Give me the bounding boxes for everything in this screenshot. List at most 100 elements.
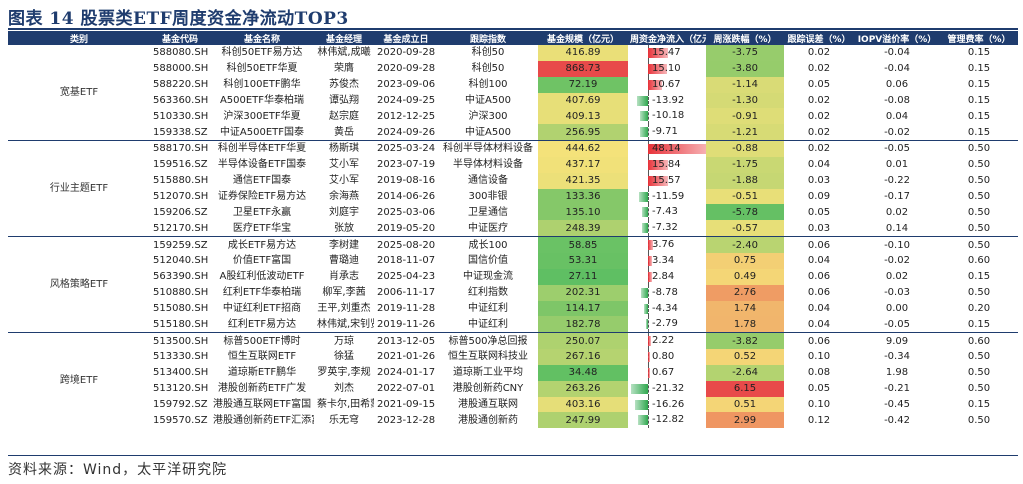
flow-bar [634, 399, 648, 410]
tracking-error-cell: 0.04 [807, 318, 831, 330]
weekly-change-cell: 0.75 [706, 252, 784, 269]
flow-value: 10.67 [652, 78, 681, 90]
weekly-change-cell: -3.75 [706, 45, 784, 61]
flow-bar [648, 48, 668, 58]
weekly-change-cell: -1.75 [706, 156, 784, 173]
fund-manager-cell: 杨斯琪 [314, 140, 374, 157]
fund-manager-cell: 艾小军 [329, 175, 359, 187]
management-fee-cell: 0.50 [967, 414, 991, 426]
table-row: 512070.SH 证券保险ETF易方达 余海燕 2014-06-26 300非银 133… [8, 188, 1018, 205]
fund-manager-cell: 肖承志 [329, 271, 359, 283]
weekly-change-cell: -0.91 [706, 108, 784, 125]
weekly-change-cell: -1.14 [706, 76, 784, 93]
category-cell: 行业主题ETF [8, 140, 150, 237]
flow-axis [648, 124, 649, 141]
fund-manager-cell: 罗英宇,李规 [317, 367, 371, 379]
tracking-index-cell: 沪深300 [468, 110, 508, 122]
net-inflow-cell: -7.32 [628, 220, 706, 237]
net-inflow-cell: -8.78 [628, 284, 706, 301]
tracking-error-cell: 0.12 [807, 414, 831, 426]
net-inflow-cell: 48.14 [628, 140, 706, 157]
management-fee-cell: 0.50 [967, 367, 991, 379]
tracking-error-cell: 0.02 [807, 94, 831, 106]
flow-value: -4.34 [652, 302, 678, 314]
inception-date-cell: 2020-09-28 [377, 47, 436, 59]
fund-name-cell: 中证红利ETF招商 [222, 302, 302, 314]
tracking-index-cell: 卫星通信 [468, 206, 508, 218]
fund-manager-cell: 艾小军 [329, 159, 359, 171]
fund-code-cell: 515180.SH [153, 318, 209, 330]
fund-name-cell: 沪深300ETF华夏 [223, 110, 301, 122]
flow-bar [648, 367, 650, 378]
iopv-premium-cell: -0.17 [884, 191, 910, 203]
net-inflow-cell: 2.84 [628, 268, 706, 285]
flow-value: 3.76 [652, 239, 675, 251]
fund-scale-cell: 263.26 [538, 380, 628, 397]
table-row: 159516.SZ 半导体设备ETF国泰 艾小军 2023-07-19 半导体材料设备 4… [8, 156, 1018, 173]
iopv-premium-cell: 0.06 [885, 79, 909, 91]
management-fee-cell: 0.15 [967, 126, 991, 138]
tracking-index-cell: 国信价值 [468, 255, 508, 267]
column-header: 跟踪指数 [438, 31, 538, 45]
fund-name-cell: 红利ETF华泰柏瑞 [222, 287, 302, 299]
column-header: 基金成立日 [374, 31, 438, 45]
management-fee-cell: 0.60 [940, 332, 1018, 350]
fund-code-cell: 159259.SZ [150, 236, 210, 253]
weekly-change-cell: 6.15 [706, 380, 784, 397]
fund-scale-cell: 72.19 [538, 76, 628, 93]
net-inflow-cell: -13.92 [628, 92, 706, 109]
footer-divider [8, 455, 1018, 456]
column-header: 周资金净流入（亿元） [628, 31, 706, 45]
inception-date-cell: 2019-11-26 [377, 318, 436, 330]
tracking-error-cell: 0.03 [807, 222, 831, 234]
page-title: 图表 14 股票类ETF周度资金净流动TOP3 [8, 9, 349, 29]
flow-value: -8.78 [652, 286, 678, 298]
fund-manager-cell: 谭弘翔 [329, 94, 359, 106]
management-fee-cell: 0.50 [967, 287, 991, 299]
fund-manager-cell: 徐猛 [334, 351, 354, 363]
column-header: 类别 [8, 31, 150, 45]
inception-date-cell: 2025-04-23 [377, 271, 436, 283]
flow-bar [645, 319, 648, 330]
fund-manager-cell: 万琼 [314, 332, 374, 350]
fund-name-cell: 科创100ETF鹏华 [223, 79, 301, 91]
tracking-error-cell: 0.06 [807, 287, 831, 299]
flow-bar [644, 303, 648, 314]
flow-value: -13.92 [652, 94, 685, 106]
fund-manager-cell: 蔡卡尔,田希蒙 [317, 398, 374, 410]
net-inflow-cell: 15.57 [628, 172, 706, 189]
management-fee-cell: 0.50 [967, 383, 991, 395]
flow-value: -12.82 [652, 414, 685, 426]
tracking-index-cell: 中证A500 [465, 94, 511, 106]
inception-date-cell: 2024-09-25 [377, 94, 436, 106]
management-fee-cell: 0.50 [940, 236, 1018, 253]
flow-value: 2.84 [652, 270, 675, 282]
management-fee-cell: 0.50 [967, 175, 991, 187]
net-inflow-cell: -2.79 [628, 316, 706, 333]
tracking-index-cell: 中证医疗 [468, 222, 508, 234]
table-row: 510330.SH 沪深300ETF华夏 赵宗庭 2012-12-25 沪深300 409… [8, 108, 1018, 125]
fund-code-cell: 159792.SZ [153, 398, 208, 410]
fund-code-cell: 159338.SZ [153, 126, 208, 138]
tracking-index-cell: 中证A500 [465, 126, 511, 138]
tracking-error-cell: 0.04 [807, 302, 831, 314]
weekly-change-cell: -1.88 [706, 172, 784, 189]
fund-code-cell: 563360.SH [153, 94, 209, 106]
fund-scale-cell: 444.62 [538, 140, 628, 157]
iopv-premium-cell: 0.14 [885, 222, 909, 234]
fund-scale-cell: 248.39 [538, 220, 628, 237]
fund-name-cell: 医疗ETF华宝 [232, 222, 292, 234]
fund-code-cell: 159206.SZ [153, 206, 208, 218]
iopv-premium-cell: -0.02 [884, 255, 910, 267]
management-fee-cell: 0.20 [967, 302, 991, 314]
flow-value: -21.32 [652, 382, 685, 394]
flow-bar [648, 240, 653, 251]
tracking-error-cell: 0.08 [807, 367, 831, 379]
iopv-premium-cell: -0.03 [884, 287, 910, 299]
tracking-index-cell: 港股通互联网 [458, 398, 518, 410]
net-inflow-cell: 0.67 [628, 364, 706, 381]
header-row: 类别基金代码基金名称基金经理基金成立日跟踪指数基金规模（亿元）周资金净流入（亿元… [8, 31, 1018, 45]
fund-manager-cell: 林伟斌,宋钊贤 [317, 318, 374, 330]
iopv-premium-cell: -0.05 [854, 140, 940, 157]
column-header: 周涨跌幅（%） [706, 31, 784, 45]
